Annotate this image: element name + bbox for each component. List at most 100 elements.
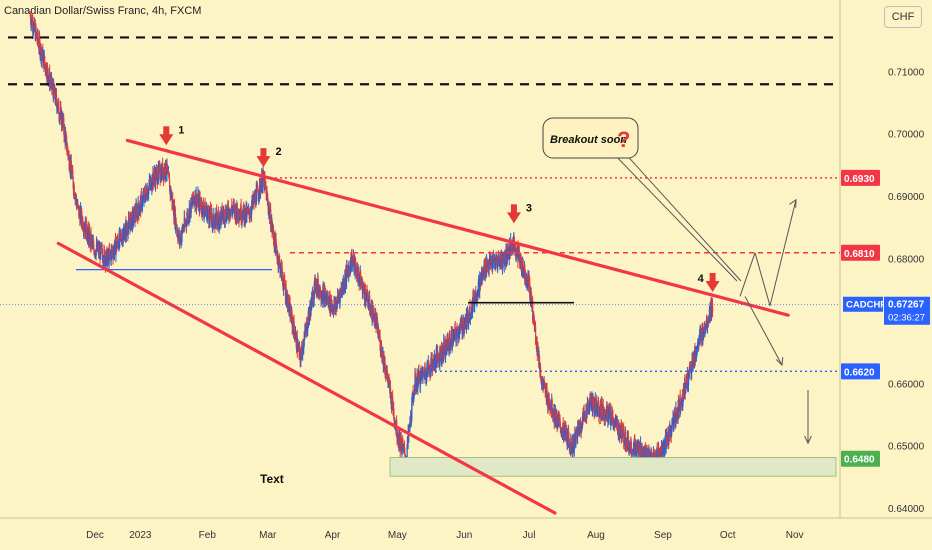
candle-body — [87, 226, 89, 233]
candle-body — [47, 68, 49, 77]
candle-body — [52, 84, 54, 92]
candle-body — [166, 163, 169, 172]
x-tick-label: Dec — [86, 530, 104, 541]
candle-body — [243, 204, 245, 211]
candle-body — [400, 447, 402, 451]
candle-body — [700, 329, 702, 339]
level-price-label: 0.6480 — [841, 450, 880, 467]
candle-body — [527, 275, 530, 284]
candle-body — [509, 244, 511, 255]
marker-arrow-1: 1 — [159, 124, 184, 146]
candle-body — [261, 175, 263, 190]
candle-body — [455, 329, 457, 336]
candle-body — [47, 76, 49, 83]
candle-body — [67, 153, 70, 157]
candle-body — [65, 133, 67, 143]
candle-body — [431, 356, 433, 360]
candle-body — [674, 412, 676, 417]
trendline — [125, 138, 790, 317]
candle-body — [65, 134, 67, 136]
candle-body — [444, 340, 446, 357]
arrow-shaft — [709, 272, 716, 282]
candle-body — [358, 270, 360, 279]
x-tick-label: Nov — [786, 530, 804, 541]
candle-body — [32, 21, 34, 32]
candle-body — [220, 211, 222, 223]
candle-body — [313, 284, 315, 300]
candle-body — [589, 398, 591, 405]
chart-title: Canadian Dollar/Swiss Franc, 4h, FXCM — [4, 5, 202, 17]
candle-body — [262, 177, 264, 188]
candle-body — [630, 441, 632, 452]
candle-body — [42, 55, 44, 64]
candle-body — [244, 208, 246, 223]
candle-body — [58, 100, 60, 114]
candle-body — [634, 440, 636, 456]
candle-body — [612, 416, 614, 425]
candle-body — [280, 264, 282, 272]
candle-body — [640, 443, 642, 459]
candle-body — [138, 211, 140, 215]
callout-pointer — [621, 149, 742, 282]
candle-body — [615, 417, 617, 421]
candle-body — [63, 117, 65, 131]
candle-body — [586, 417, 588, 419]
projection-join — [739, 252, 756, 297]
candle-body — [657, 450, 659, 464]
candle-body — [238, 215, 241, 220]
candle-body — [73, 185, 75, 196]
candles-group — [29, 11, 714, 469]
candle-body — [656, 448, 658, 461]
candle-body — [406, 447, 408, 459]
candle-body — [187, 213, 189, 222]
candle-body — [103, 248, 105, 263]
candle-body — [235, 215, 238, 220]
candle-body — [627, 435, 630, 446]
candle-body — [235, 206, 237, 220]
candle-body — [501, 255, 504, 269]
candle-body — [441, 357, 443, 361]
candle-body — [589, 404, 591, 411]
candle-body — [47, 67, 49, 69]
candle-body — [217, 212, 219, 224]
level-label-bg — [841, 363, 880, 380]
candle-body — [597, 405, 599, 414]
candle-body — [500, 256, 502, 267]
candle-body — [236, 203, 238, 213]
candle-body — [377, 320, 379, 334]
currency-button[interactable]: CHF — [884, 6, 922, 28]
candle-body — [531, 299, 533, 308]
candle-body — [685, 376, 688, 389]
candle-body — [475, 291, 477, 300]
candle-body — [445, 340, 447, 348]
arrow-shaft — [510, 204, 517, 214]
candle-body — [140, 194, 142, 211]
candle-body — [357, 269, 359, 282]
candle-body — [339, 291, 341, 303]
countdown-text: 02:36:27 — [888, 313, 925, 324]
candle-body — [164, 167, 166, 177]
candle-body — [581, 419, 584, 429]
candle-body — [519, 255, 522, 267]
candle-body — [372, 307, 374, 317]
level-label-text: 0.6930 — [844, 174, 875, 185]
candle-body — [95, 249, 97, 256]
candle-body — [465, 316, 467, 322]
candle-body — [82, 219, 84, 229]
candle-body — [208, 214, 210, 223]
candle-body — [362, 287, 364, 294]
candle-body — [515, 248, 518, 254]
candle-body — [287, 295, 289, 308]
candle-body — [694, 349, 696, 357]
candle-body — [690, 363, 692, 374]
last-price-text: 0.67267 — [888, 300, 925, 311]
marker-arrow-4: 4 — [698, 272, 720, 292]
candle-body — [56, 108, 58, 111]
candle-body — [315, 288, 317, 291]
candle-body — [681, 398, 683, 405]
candle-body — [467, 311, 469, 324]
candle-body — [291, 310, 293, 316]
x-tick-label: 2023 — [129, 530, 152, 541]
candle-body — [93, 241, 95, 248]
